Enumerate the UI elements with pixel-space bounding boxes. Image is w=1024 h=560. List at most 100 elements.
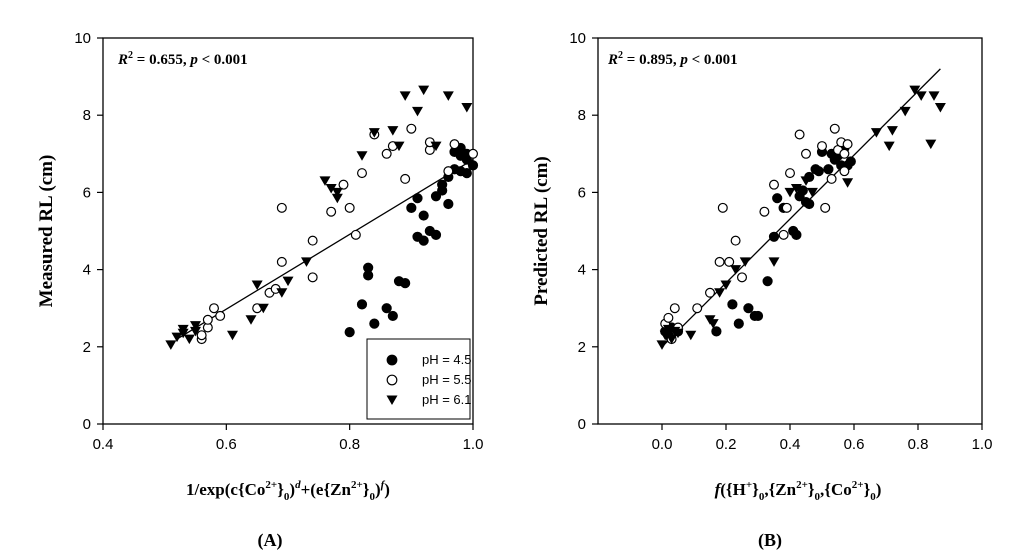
y-tick-label: 10 bbox=[74, 30, 91, 47]
y-tick-label: 8 bbox=[83, 107, 91, 124]
x-tick-label: 1.0 bbox=[972, 436, 993, 453]
point-ph-6-1 bbox=[730, 265, 742, 275]
point-ph-5-5 bbox=[759, 206, 770, 217]
point-ph-5-5 bbox=[307, 235, 318, 246]
point-ph-6-1 bbox=[190, 321, 201, 331]
legend-entry-ph-6-1: pH = 6.1 bbox=[386, 392, 472, 407]
point-ph-6-1 bbox=[331, 193, 343, 204]
point-ph-4-5 bbox=[418, 235, 429, 246]
panel-a-stat-annotation: R2 = 0.655, p < 0.001 bbox=[117, 50, 248, 68]
point-ph-4-5 bbox=[418, 210, 429, 221]
x-tick-label: 0.4 bbox=[93, 436, 114, 453]
legend-label: pH = 6.1 bbox=[422, 392, 472, 407]
point-ph-5-5 bbox=[816, 141, 827, 152]
point-ph-6-1 bbox=[685, 330, 697, 341]
point-ph-6-1 bbox=[251, 280, 263, 291]
legend-label: pH = 4.5 bbox=[422, 352, 472, 367]
legend-marker-filled-circle bbox=[386, 354, 398, 366]
point-ph-5-5 bbox=[209, 303, 220, 314]
legend-entry-ph-5-5: pH = 5.5 bbox=[386, 372, 472, 387]
legend-box bbox=[366, 338, 471, 420]
point-ph-4-5 bbox=[727, 299, 738, 310]
point-ph-6-1 bbox=[739, 257, 751, 267]
point-ph-5-5 bbox=[202, 314, 213, 325]
point-ph-6-1 bbox=[245, 315, 257, 325]
x-tick-label: 0.6 bbox=[844, 436, 865, 453]
point-ph-4-5 bbox=[762, 276, 773, 287]
x-tick-label: 0.8 bbox=[908, 436, 929, 453]
point-ph-4-5 bbox=[752, 310, 764, 322]
point-ph-5-5 bbox=[350, 229, 361, 240]
point-ph-4-5 bbox=[845, 156, 856, 167]
point-ph-5-5 bbox=[215, 310, 226, 321]
point-ph-5-5 bbox=[692, 303, 703, 314]
panel-b: 0 2 4 6 8 10 0.0 0.2 0.4 0.6 0.8 1.0 R2 = 0.895, p… bbox=[531, 30, 992, 551]
panel-a-y-axis-label: Measured RL (cm) bbox=[36, 155, 57, 308]
legend-entry-ph-4-5: pH = 4.5 bbox=[386, 352, 472, 367]
y-tick-label: 2 bbox=[83, 339, 91, 356]
y-tick-label: 8 bbox=[578, 107, 586, 124]
point-ph-4-5 bbox=[412, 193, 423, 204]
point-ph-6-1 bbox=[666, 334, 678, 345]
point-ph-4-5 bbox=[356, 299, 368, 310]
point-ph-5-5 bbox=[724, 256, 735, 267]
legend-label: pH = 5.5 bbox=[422, 372, 472, 387]
legend-marker-open-circle bbox=[386, 374, 398, 386]
panel-b-label: (B) bbox=[758, 530, 782, 551]
point-ph-6-1 bbox=[442, 91, 454, 101]
point-ph-4-5 bbox=[381, 303, 392, 314]
point-ph-4-5 bbox=[711, 326, 722, 337]
point-ph-5-5 bbox=[669, 303, 680, 314]
y-tick-label: 0 bbox=[578, 416, 586, 433]
point-ph-6-1 bbox=[925, 139, 937, 150]
y-tick-label: 4 bbox=[578, 262, 586, 279]
point-ph-5-5 bbox=[829, 123, 840, 134]
point-ph-5-5 bbox=[839, 166, 850, 177]
point-ph-6-1 bbox=[784, 187, 796, 198]
point-ph-5-5 bbox=[307, 272, 318, 283]
point-ph-5-5 bbox=[736, 272, 747, 283]
point-ph-6-1 bbox=[707, 319, 719, 329]
point-ph-6-1 bbox=[768, 257, 780, 267]
fit-line bbox=[661, 68, 941, 348]
legend: pH = 4.5 pH = 5.5 pH = 6.1 bbox=[366, 338, 472, 420]
point-ph-5-5 bbox=[730, 235, 741, 246]
x-tick-label: 0.4 bbox=[780, 436, 801, 453]
point-ph-6-1 bbox=[842, 178, 854, 188]
point-ph-6-1 bbox=[190, 326, 201, 337]
y-tick-label: 6 bbox=[578, 184, 586, 201]
point-ph-4-5 bbox=[743, 303, 754, 314]
point-ph-5-5 bbox=[826, 173, 837, 184]
point-ph-4-5 bbox=[344, 327, 355, 338]
fit-line bbox=[176, 159, 474, 340]
point-ph-6-1 bbox=[928, 91, 940, 101]
point-ph-5-5 bbox=[842, 139, 853, 150]
point-ph-5-5 bbox=[276, 256, 287, 267]
point-ph-6-1 bbox=[461, 102, 473, 113]
point-ph-4-5 bbox=[804, 198, 815, 210]
point-ph-6-1 bbox=[399, 91, 411, 101]
point-ph-4-5 bbox=[797, 185, 808, 196]
point-ph-5-5 bbox=[357, 168, 368, 179]
y-tick-label: 4 bbox=[83, 262, 91, 279]
point-ph-5-5 bbox=[443, 166, 454, 177]
point-ph-4-5 bbox=[387, 310, 398, 322]
panel-a-label: (A) bbox=[258, 530, 283, 551]
y-tick-label: 0 bbox=[83, 416, 91, 433]
point-ph-6-1 bbox=[171, 332, 183, 343]
point-ph-4-5 bbox=[443, 198, 454, 210]
legend-marker-triangle-down bbox=[386, 395, 398, 405]
point-ph-5-5 bbox=[400, 173, 411, 184]
point-ph-4-5 bbox=[400, 278, 411, 289]
point-ph-4-5 bbox=[363, 262, 374, 273]
point-ph-6-1 bbox=[899, 106, 911, 117]
panel-b-stat-annotation: R2 = 0.895, p < 0.001 bbox=[607, 50, 738, 68]
x-tick-label: 0.8 bbox=[339, 436, 360, 453]
point-ph-6-1 bbox=[870, 128, 882, 138]
point-ph-6-1 bbox=[790, 184, 802, 194]
point-ph-4-5 bbox=[772, 193, 783, 204]
point-ph-6-1 bbox=[177, 324, 189, 335]
point-ph-6-1 bbox=[806, 187, 818, 198]
point-ph-6-1 bbox=[319, 176, 331, 186]
x-tick-label: 0.2 bbox=[716, 436, 737, 453]
